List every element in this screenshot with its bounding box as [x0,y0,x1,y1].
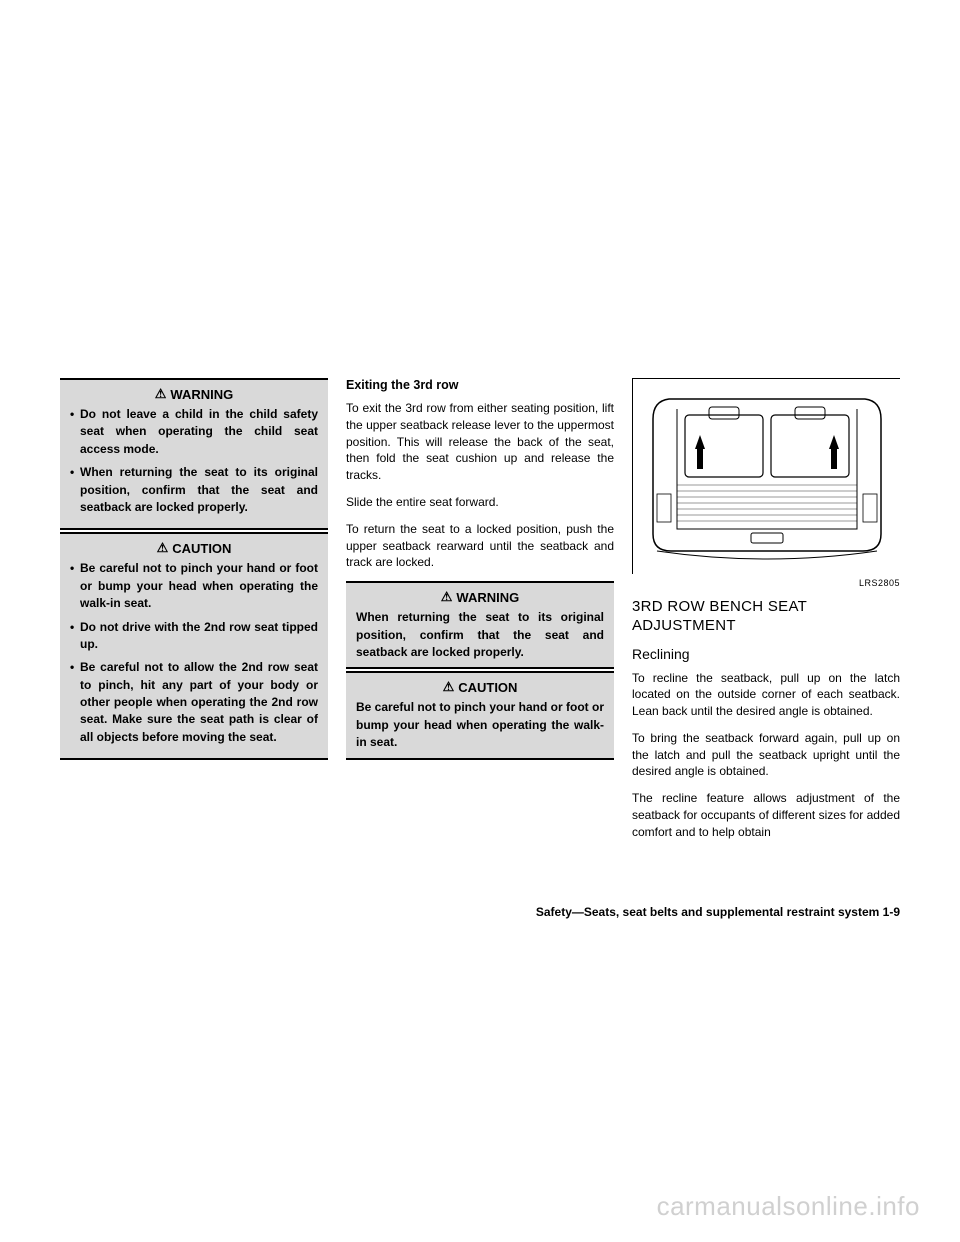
figure-code: LRS2805 [632,578,900,588]
caution-header: ⚠ CAUTION [356,679,604,695]
page-content: ⚠ WARNING Do not leave a child in the ch… [60,378,900,851]
exiting-heading: Exiting the 3rd row [346,378,614,392]
warning-text: When returning the seat to its original … [356,609,604,661]
column-3: LRS2805 3RD ROW BENCH SEAT ADJUSTMENT Re… [632,378,900,851]
column-2: Exiting the 3rd row To exit the 3rd row … [346,378,614,851]
warning-item: Do not leave a child in the child safety… [70,406,318,458]
section-title: 3RD ROW BENCH SEAT ADJUSTMENT [632,598,900,636]
caution-item: Be careful not to allow the 2nd row seat… [70,659,318,746]
column-1: ⚠ WARNING Do not leave a child in the ch… [60,378,328,851]
subsection-title: Reclining [632,646,900,662]
warning-label: WARNING [456,590,519,605]
warning-header: ⚠ WARNING [356,589,604,605]
warning-box-1: ⚠ WARNING Do not leave a child in the ch… [60,378,328,530]
body-para: To return the seat to a locked position,… [346,521,614,571]
caution-label: CAUTION [458,680,517,695]
caution-header: ⚠ CAUTION [70,540,318,556]
body-para: Slide the entire seat forward. [346,494,614,511]
caution-label: CAUTION [172,541,231,556]
caution-box-1: ⚠ CAUTION Be careful not to pinch your h… [60,532,328,760]
warning-label: WARNING [170,387,233,402]
warning-list-1: Do not leave a child in the child safety… [70,406,318,516]
warning-item: When returning the seat to its original … [70,464,318,516]
caution-icon: ⚠ [157,540,169,556]
caution-list-1: Be careful not to pinch your hand or foo… [70,560,318,746]
caution-item: Be careful not to pinch your hand or foo… [70,560,318,612]
caution-box-2: ⚠ CAUTION Be careful not to pinch your h… [346,671,614,759]
page-footer: Safety—Seats, seat belts and supplementa… [60,905,900,919]
body-para: To exit the 3rd row from either seating … [346,400,614,484]
cargo-figure [632,378,900,574]
caution-icon: ⚠ [443,679,455,695]
body-para: The recline feature allows adjustment of… [632,790,900,840]
body-para: To recline the seatback, pull up on the … [632,670,900,720]
warning-box-2: ⚠ WARNING When returning the seat to its… [346,581,614,669]
body-para: To bring the seatback forward again, pul… [632,730,900,780]
caution-item: Do not drive with the 2nd row seat tippe… [70,619,318,654]
warning-header: ⚠ WARNING [70,386,318,402]
warning-icon: ⚠ [441,589,453,605]
cargo-svg [633,379,901,575]
warning-icon: ⚠ [155,386,167,402]
watermark: carmanualsonline.info [657,1191,920,1222]
caution-text: Be careful not to pinch your hand or foo… [356,699,604,751]
